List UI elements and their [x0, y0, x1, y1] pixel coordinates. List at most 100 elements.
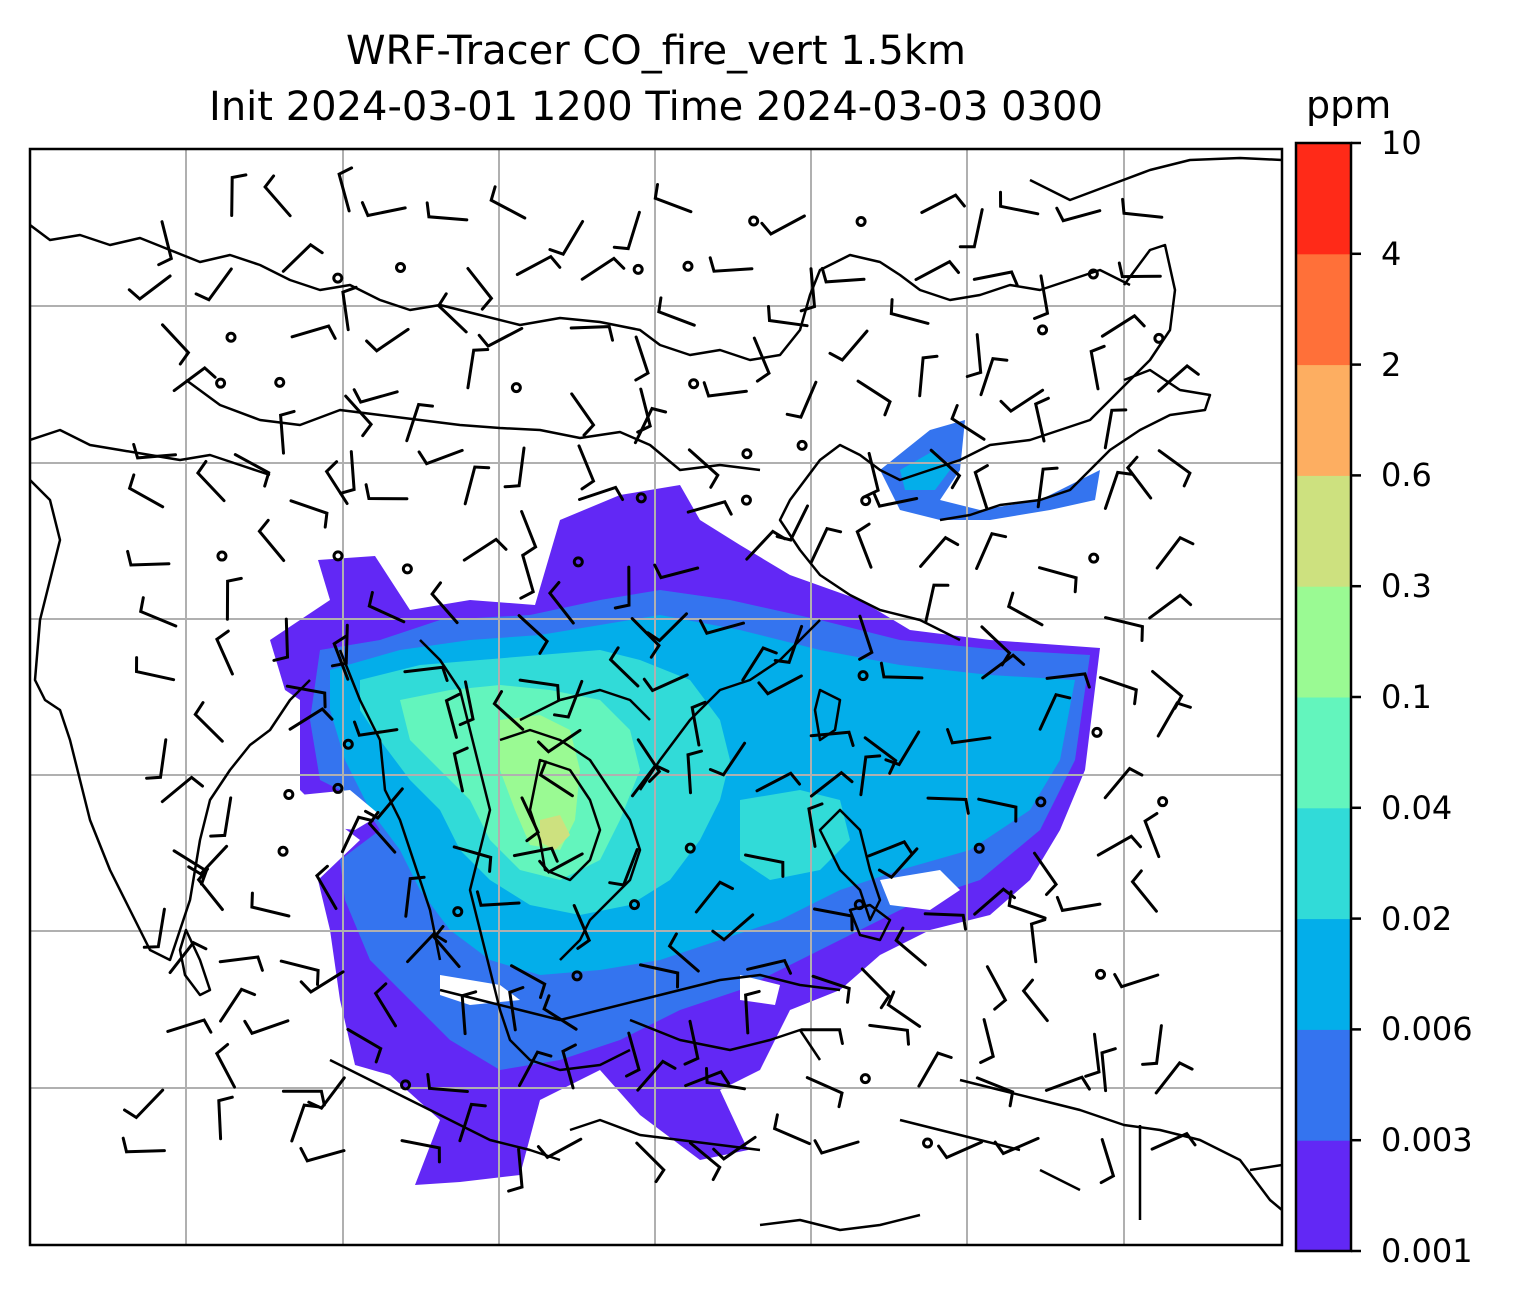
wind-barb [686, 500, 733, 516]
wind-barb [161, 323, 191, 366]
wind-barb [548, 220, 585, 257]
wind-barb [279, 959, 320, 986]
wind-barb [417, 448, 464, 466]
wind-barb [1113, 973, 1160, 989]
colorbar-segment [1296, 143, 1351, 255]
calm-marker [1035, 796, 1047, 808]
wind-barb [813, 1139, 860, 1155]
calm-marker [1037, 324, 1049, 336]
wind-barb [741, 646, 778, 682]
calm-marker [796, 439, 808, 451]
wind-barb [1006, 591, 1044, 627]
wind-barb [612, 210, 641, 251]
wind-barb [279, 409, 296, 455]
colorbar-ticks [1351, 141, 1361, 1253]
wind-barb [630, 617, 661, 659]
wind-barb [477, 326, 524, 348]
wind-barb [856, 379, 892, 417]
wind-barb [920, 193, 966, 214]
wind-barb [973, 464, 989, 511]
wind-barb [289, 499, 329, 529]
calm-marker [635, 492, 647, 504]
wind-barb [406, 932, 448, 964]
wind-barb [1055, 206, 1102, 223]
wind-barb [926, 796, 970, 815]
wind-barb [809, 526, 843, 565]
wind-barb [572, 904, 592, 950]
wind-barb [894, 926, 927, 967]
wind-barb [979, 356, 1009, 397]
wind-barb [285, 684, 327, 709]
wind-barb [1029, 918, 1047, 964]
calm-marker [1088, 552, 1100, 564]
calm-marker [452, 906, 464, 918]
calm-marker [973, 842, 985, 854]
wind-barb [1143, 812, 1161, 859]
colorbar-tick-label: 0.003 [1381, 1121, 1473, 1160]
wind-barb [458, 680, 475, 727]
wind-barb [452, 746, 469, 793]
wind-barb [466, 348, 490, 390]
wind-barb [985, 965, 1008, 1011]
wind-barb [452, 845, 493, 873]
colorbar-tick-label: 0.006 [1381, 1010, 1473, 1049]
wind-barb [813, 907, 854, 932]
wind-barb [518, 678, 561, 701]
wind-barb [196, 867, 224, 911]
wind-barb [937, 1140, 983, 1160]
concentration-band-7 [540, 815, 570, 850]
wind-barb [820, 266, 866, 284]
colorbar-tick-label: 0.001 [1381, 1232, 1473, 1270]
field-gap [300, 790, 380, 830]
wind-barb [744, 853, 785, 878]
colorbar-tick-label: 0.3 [1381, 567, 1432, 606]
wind-barb [400, 1139, 441, 1164]
wind-barb [340, 815, 374, 854]
wind-barb [217, 1095, 234, 1141]
wind-barb [367, 590, 406, 624]
wind-barb [863, 736, 898, 775]
wind-barb [923, 912, 967, 931]
calm-marker [684, 842, 696, 854]
wind-barb [1148, 593, 1193, 620]
wind-barb [157, 220, 174, 267]
colorbar-tick-label: 0.6 [1381, 456, 1432, 495]
wind-barb [515, 254, 562, 276]
wind-barb [353, 720, 399, 737]
wind-barb [653, 563, 700, 580]
calm-marker [855, 216, 867, 228]
wind-barb [1155, 535, 1195, 570]
wind-barb [705, 1067, 746, 1091]
wind-barb [855, 522, 873, 569]
wind-barb [1098, 676, 1138, 706]
wind-barb [608, 848, 639, 887]
wind-barb [475, 890, 521, 907]
wind-barb [929, 448, 962, 490]
wind-barb [1033, 851, 1059, 896]
calm-marker [748, 215, 760, 227]
wind-barb [613, 565, 631, 610]
wind-barb [708, 256, 754, 273]
wind-barb [512, 846, 559, 863]
wind-barb [507, 1147, 524, 1193]
wind-barb [214, 1043, 236, 1089]
wind-barb [127, 274, 172, 301]
calm-marker [332, 272, 344, 284]
wind-barb [330, 623, 349, 668]
wind-barb [1055, 895, 1102, 913]
wind-barb [1044, 1075, 1091, 1092]
wind-barb [1045, 672, 1091, 689]
wind-barb [950, 404, 986, 441]
wind-barb [639, 963, 680, 989]
wind-barb [489, 185, 527, 220]
colorbar-tick-label: 2 [1381, 345, 1402, 384]
wind-barb [1103, 766, 1144, 800]
wind-barb [636, 1059, 677, 1092]
calm-marker [572, 556, 584, 568]
wind-barb [538, 852, 584, 874]
wind-barb [809, 770, 854, 798]
wind-barb [1150, 1131, 1197, 1151]
calm-marker [1095, 968, 1107, 980]
chart-title-line1: WRF-Tracer CO_fire_vert 1.5km [345, 28, 967, 74]
colorbar-segment [1296, 253, 1351, 366]
